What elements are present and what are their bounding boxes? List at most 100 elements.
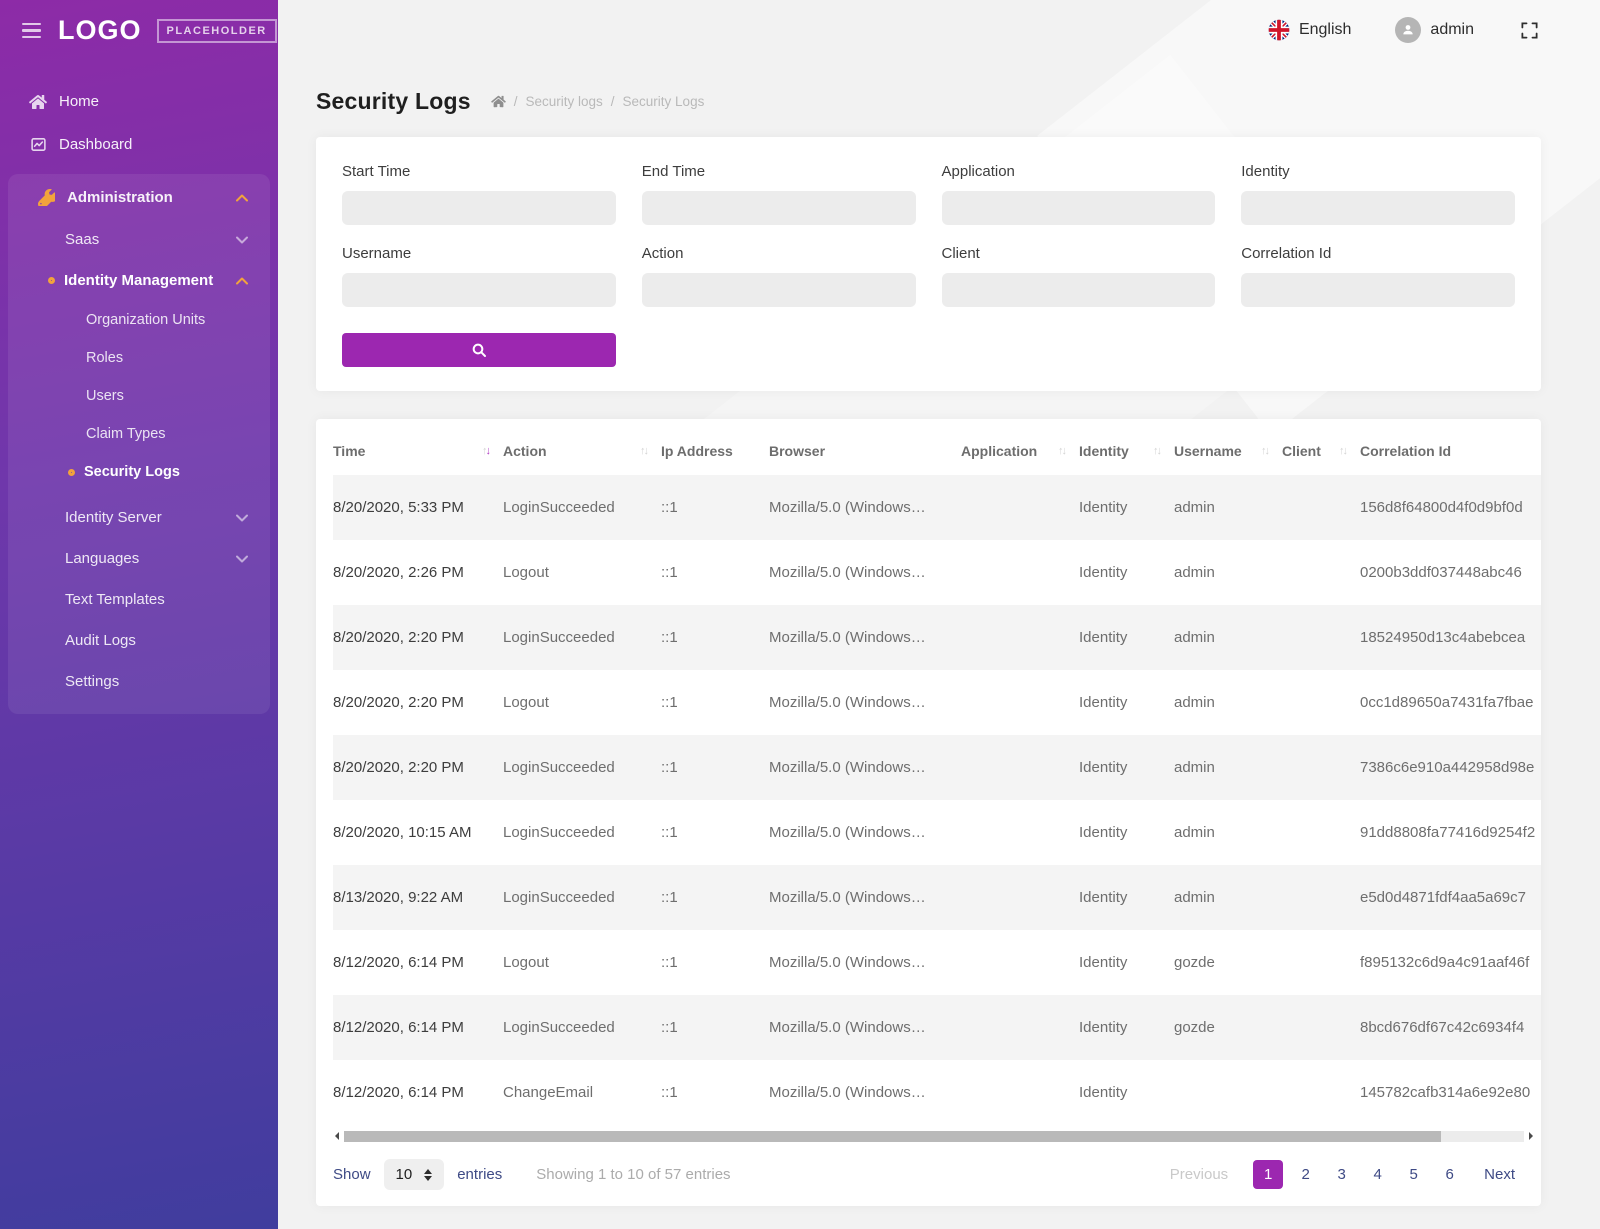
column-header-action[interactable]: Action ↑ ↓ <box>503 427 661 475</box>
cell-browser: Mozilla/5.0 (Windows… <box>769 564 926 581</box>
column-header-username[interactable]: Username ↑ ↓ <box>1174 427 1282 475</box>
end-time-input[interactable] <box>641 191 916 225</box>
cell-ip: ::1 <box>661 499 678 516</box>
breadcrumb-separator: / <box>513 94 518 109</box>
scroll-left-arrow-icon[interactable] <box>335 1132 339 1140</box>
sidebar-item-label: Claim Types <box>86 426 166 442</box>
application-input[interactable] <box>941 191 1216 225</box>
cell-browser: Mozilla/5.0 (Windows… <box>769 1084 926 1101</box>
sidebar-item-label: Audit Logs <box>65 632 136 649</box>
sidebar-item-roles[interactable]: Roles <box>8 339 270 377</box>
scrollbar-thumb[interactable] <box>344 1130 1442 1142</box>
sidebar-item-home[interactable]: Home <box>0 80 278 123</box>
sidebar-admin-group: Administration Saas Identity Management <box>8 174 270 714</box>
chevron-up-icon <box>236 277 248 285</box>
chevron-down-icon <box>236 514 248 522</box>
sidebar-item-settings[interactable]: Settings <box>8 661 270 702</box>
sort-icon: ↑ ↓ <box>640 445 649 457</box>
cell-application <box>961 800 1079 865</box>
sidebar-item-label: Saas <box>65 231 100 248</box>
column-header-identity[interactable]: Identity ↑ ↓ <box>1079 427 1174 475</box>
sidebar-item-administration[interactable]: Administration <box>8 176 270 219</box>
sidebar-item-users[interactable]: Users <box>8 377 270 415</box>
correlation-id-input[interactable] <box>1241 273 1515 307</box>
user-avatar-icon <box>1395 17 1422 43</box>
sidebar-item-dashboard[interactable]: Dashboard <box>0 123 278 166</box>
cell-identity: Identity <box>1079 1019 1128 1036</box>
breadcrumb: / Security logs / Security Logs <box>490 94 704 109</box>
cell-username <box>1174 1060 1282 1125</box>
field-label: Correlation Id <box>1241 245 1332 262</box>
page-size-select[interactable]: 10 <box>383 1159 445 1190</box>
identity-input[interactable] <box>1241 191 1515 225</box>
cell-application <box>961 735 1079 800</box>
column-header-application[interactable]: Application ↑ ↓ <box>961 427 1079 475</box>
filter-field-end-time: End Time <box>641 163 916 225</box>
sidebar-item-label: Dashboard <box>59 136 133 153</box>
pagination-previous[interactable]: Previous <box>1169 1166 1229 1183</box>
start-time-input[interactable] <box>342 191 616 225</box>
cell-time: 8/20/2020, 2:20 PM <box>333 694 464 711</box>
cell-correlation-id: e5d0d4871fdf4aa5a69c7 <box>1360 889 1526 906</box>
sidebar-item-identity-server[interactable]: Identity Server <box>8 497 270 538</box>
sidebar-item-claim-types[interactable]: Claim Types <box>8 415 270 453</box>
show-label: Show <box>333 1166 371 1183</box>
pagination-page-5[interactable]: 5 <box>1409 1166 1418 1183</box>
cell-browser: Mozilla/5.0 (Windows… <box>769 889 926 906</box>
cell-time: 8/20/2020, 10:15 AM <box>333 824 472 841</box>
cell-ip: ::1 <box>661 1019 678 1036</box>
column-header-client[interactable]: Client ↑ ↓ <box>1282 427 1360 475</box>
sort-icon: ↑ ↓ <box>482 445 491 457</box>
sidebar-item-audit-logs[interactable]: Audit Logs <box>8 620 270 661</box>
select-stepper-icon <box>424 1168 433 1181</box>
cell-username: admin <box>1174 759 1215 776</box>
cell-correlation-id: 7386c6e910a442958d98e <box>1360 759 1535 776</box>
column-header-time[interactable]: Time ↑ ↓ <box>333 427 503 475</box>
entries-label: entries <box>457 1166 503 1183</box>
sidebar-nav: Home Dashboard Administration <box>0 60 278 714</box>
table-row: 8/20/2020, 2:20 PM LoginSucceeded ::1 Mo… <box>333 605 1541 670</box>
breadcrumb-home-icon[interactable] <box>490 95 506 108</box>
cell-browser: Mozilla/5.0 (Windows… <box>769 629 926 646</box>
scrollbar-track[interactable] <box>344 1130 1524 1142</box>
menu-icon[interactable] <box>20 19 43 43</box>
client-input[interactable] <box>941 273 1216 307</box>
user-menu[interactable]: admin <box>1395 17 1474 43</box>
sidebar-item-security-logs[interactable]: Security Logs <box>8 453 270 491</box>
pagination-page-6[interactable]: 6 <box>1445 1166 1454 1183</box>
cell-correlation-id: 91dd8808fa77416d9254f2 <box>1360 824 1536 841</box>
cell-client <box>1282 995 1360 1060</box>
cell-identity: Identity <box>1079 629 1128 646</box>
username-input[interactable] <box>342 273 616 307</box>
sidebar-item-text-templates[interactable]: Text Templates <box>8 579 270 620</box>
filter-field-correlation-id: Correlation Id <box>1241 245 1515 307</box>
cell-ip: ::1 <box>661 824 678 841</box>
pagination-page-1[interactable]: 1 <box>1253 1160 1284 1189</box>
cell-action: LoginSucceeded <box>503 499 615 516</box>
scroll-right-arrow-icon[interactable] <box>1529 1132 1533 1140</box>
pagination: Previous 1 2 3 4 5 6 Next <box>1170 1160 1515 1189</box>
sidebar-item-saas[interactable]: Saas <box>8 219 270 260</box>
search-button[interactable] <box>342 333 616 367</box>
table-row: 8/13/2020, 9:22 AM LoginSucceeded ::1 Mo… <box>333 865 1541 930</box>
sidebar-item-organization-units[interactable]: Organization Units <box>8 301 270 339</box>
cell-application <box>961 865 1079 930</box>
sidebar-item-label: Security Logs <box>84 464 180 480</box>
cell-action: LoginSucceeded <box>503 1019 615 1036</box>
cell-browser: Mozilla/5.0 (Windows… <box>769 759 926 776</box>
pagination-page-3[interactable]: 3 <box>1337 1166 1346 1183</box>
cell-ip: ::1 <box>661 954 678 971</box>
language-selector[interactable]: English <box>1268 19 1351 41</box>
pagination-page-4[interactable]: 4 <box>1373 1166 1382 1183</box>
field-label: Application <box>941 163 1015 180</box>
pagination-next[interactable]: Next <box>1484 1166 1515 1183</box>
pagination-page-2[interactable]: 2 <box>1301 1166 1310 1183</box>
sidebar-item-languages[interactable]: Languages <box>8 538 270 579</box>
fullscreen-icon[interactable] <box>1518 19 1541 42</box>
cell-correlation-id: f895132c6d9a4c91aaf46f <box>1360 954 1530 971</box>
action-input[interactable] <box>641 273 916 307</box>
sidebar-item-identity-management[interactable]: Identity Management <box>8 260 270 301</box>
cell-client <box>1282 800 1360 865</box>
breadcrumb-separator: / <box>610 94 615 109</box>
breadcrumb-link-security-logs[interactable]: Security logs <box>525 94 603 109</box>
